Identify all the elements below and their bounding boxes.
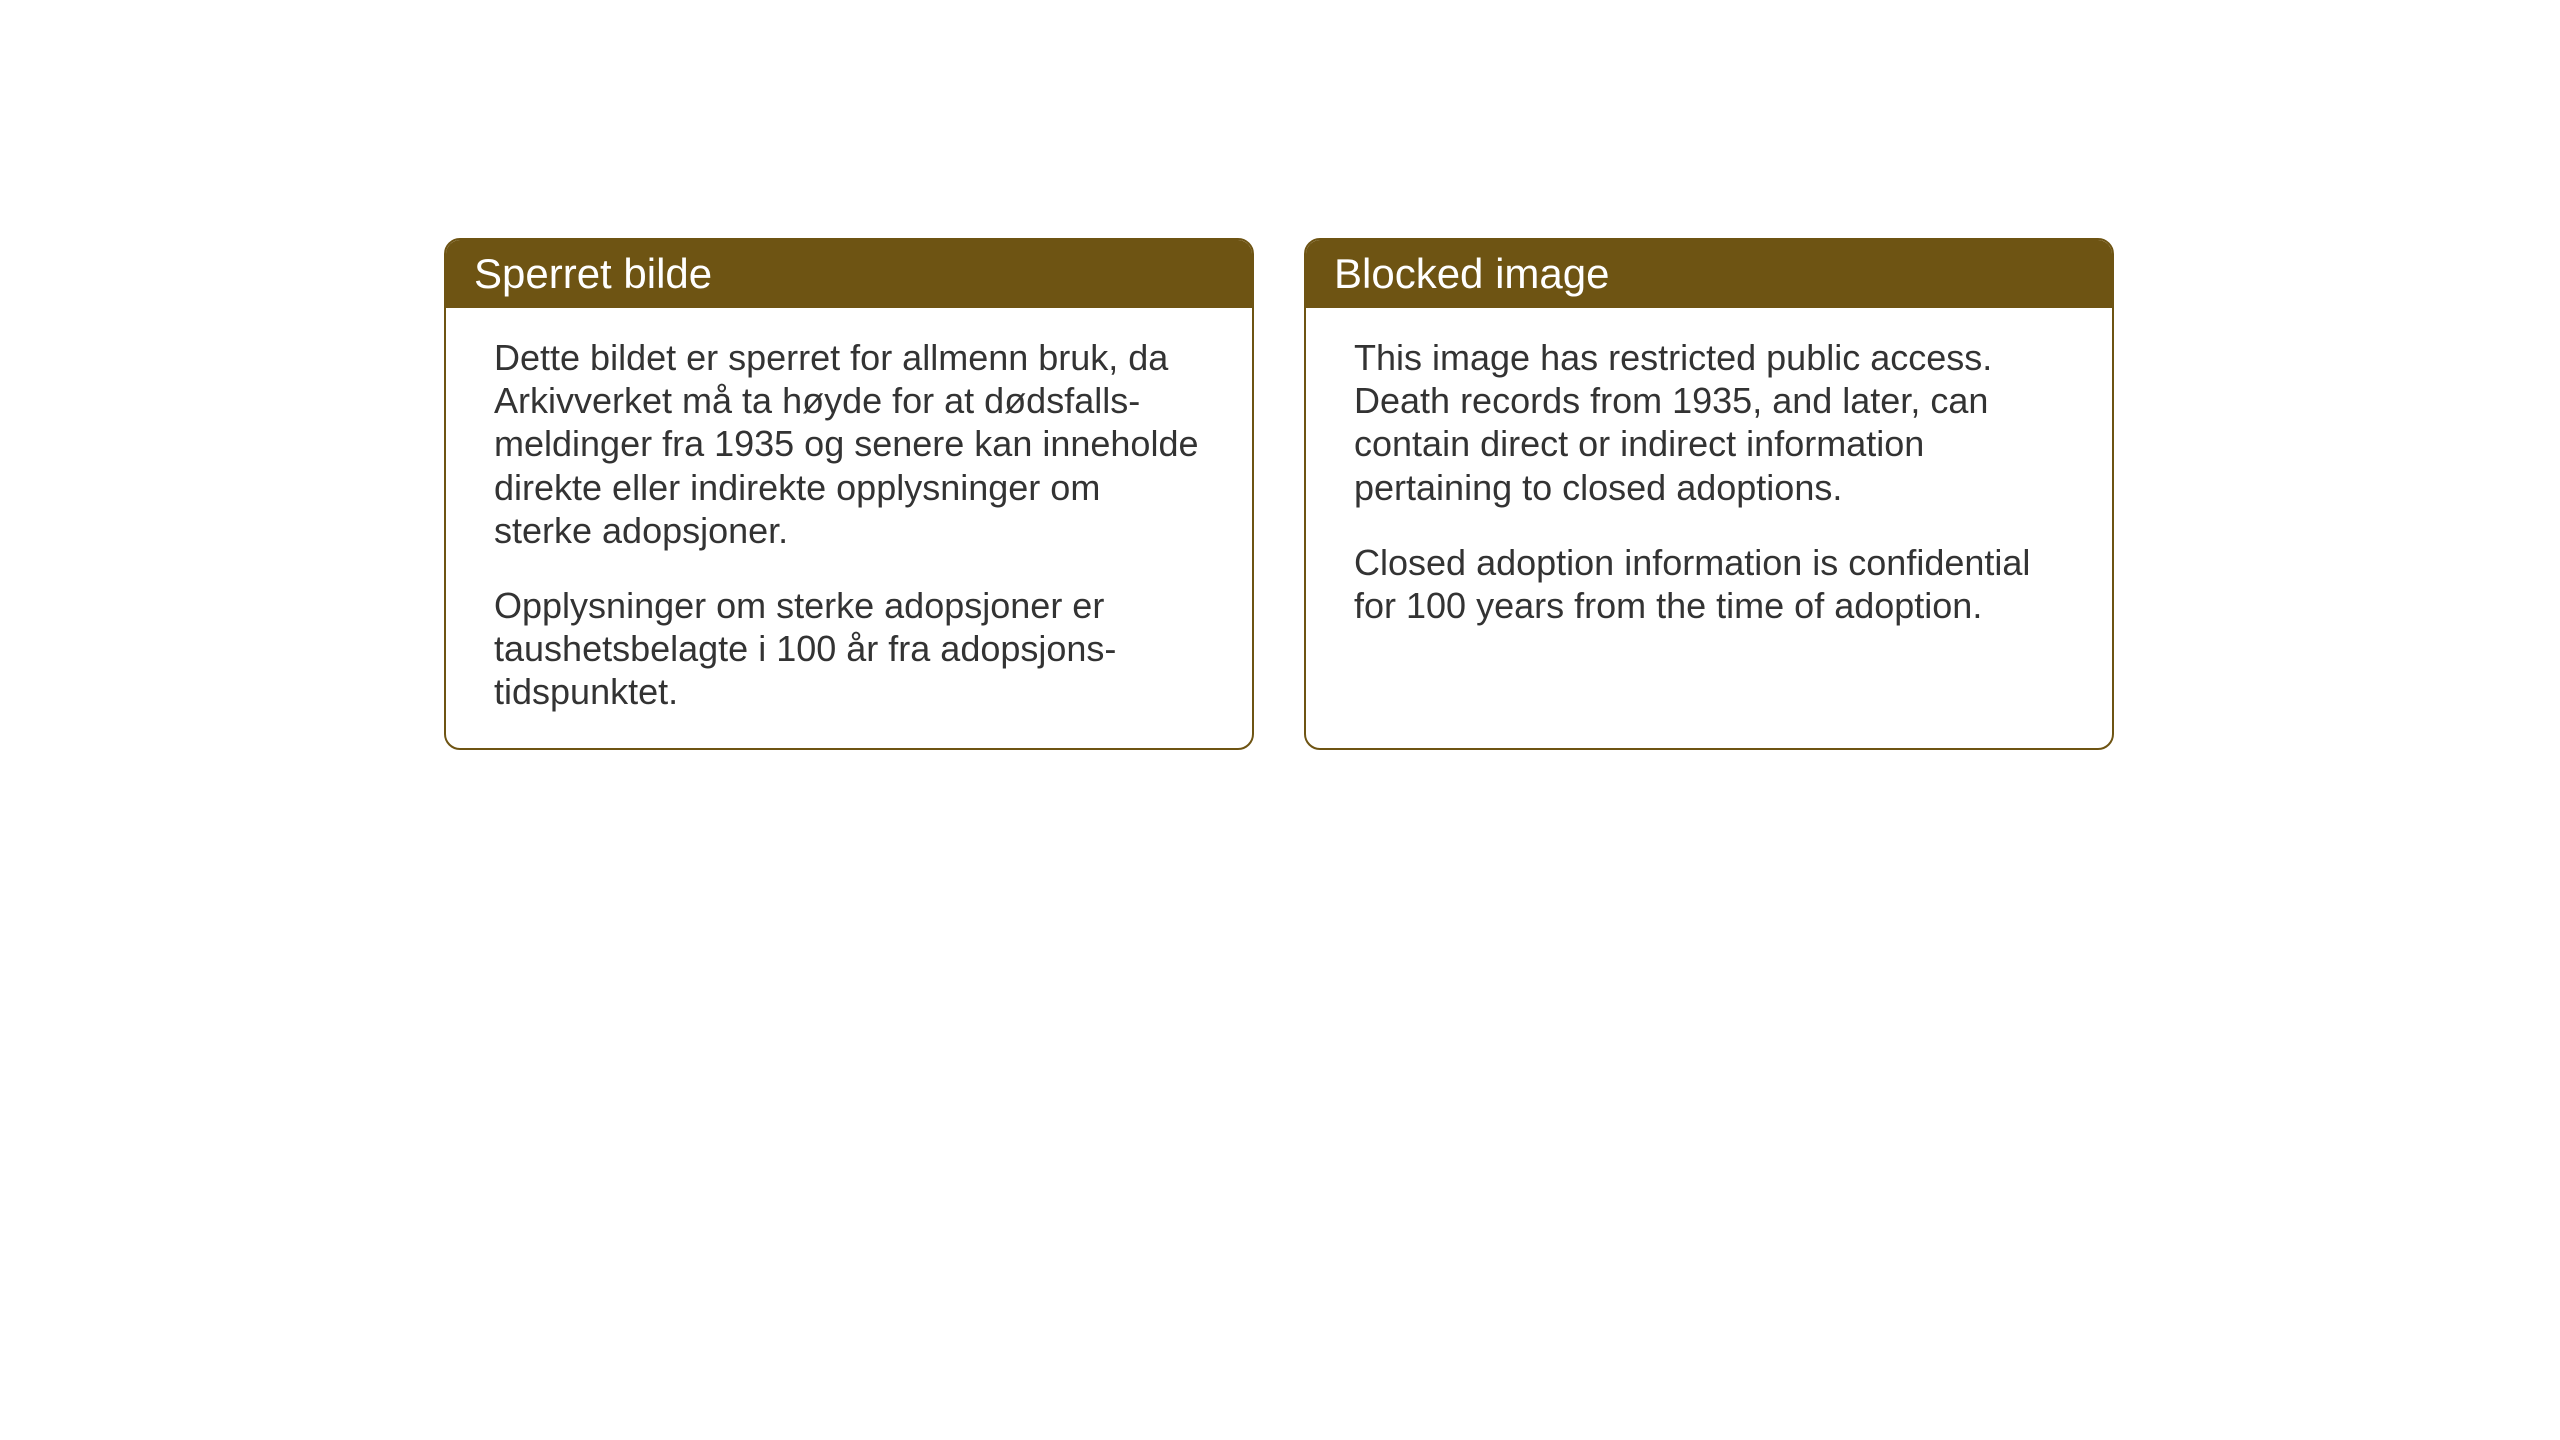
card-header-english: Blocked image	[1306, 240, 2112, 308]
card-english: Blocked image This image has restricted …	[1304, 238, 2114, 750]
card-header-norwegian: Sperret bilde	[446, 240, 1252, 308]
card-paragraph-1-norwegian: Dette bildet er sperret for allmenn bruk…	[494, 336, 1204, 552]
card-paragraph-2-norwegian: Opplysninger om sterke adopsjoner er tau…	[494, 584, 1204, 714]
card-body-norwegian: Dette bildet er sperret for allmenn bruk…	[446, 308, 1252, 750]
cards-container: Sperret bilde Dette bildet er sperret fo…	[444, 238, 2114, 750]
card-paragraph-2-english: Closed adoption information is confident…	[1354, 541, 2064, 627]
card-norwegian: Sperret bilde Dette bildet er sperret fo…	[444, 238, 1254, 750]
card-paragraph-1-english: This image has restricted public access.…	[1354, 336, 2064, 509]
card-body-english: This image has restricted public access.…	[1306, 308, 2112, 667]
